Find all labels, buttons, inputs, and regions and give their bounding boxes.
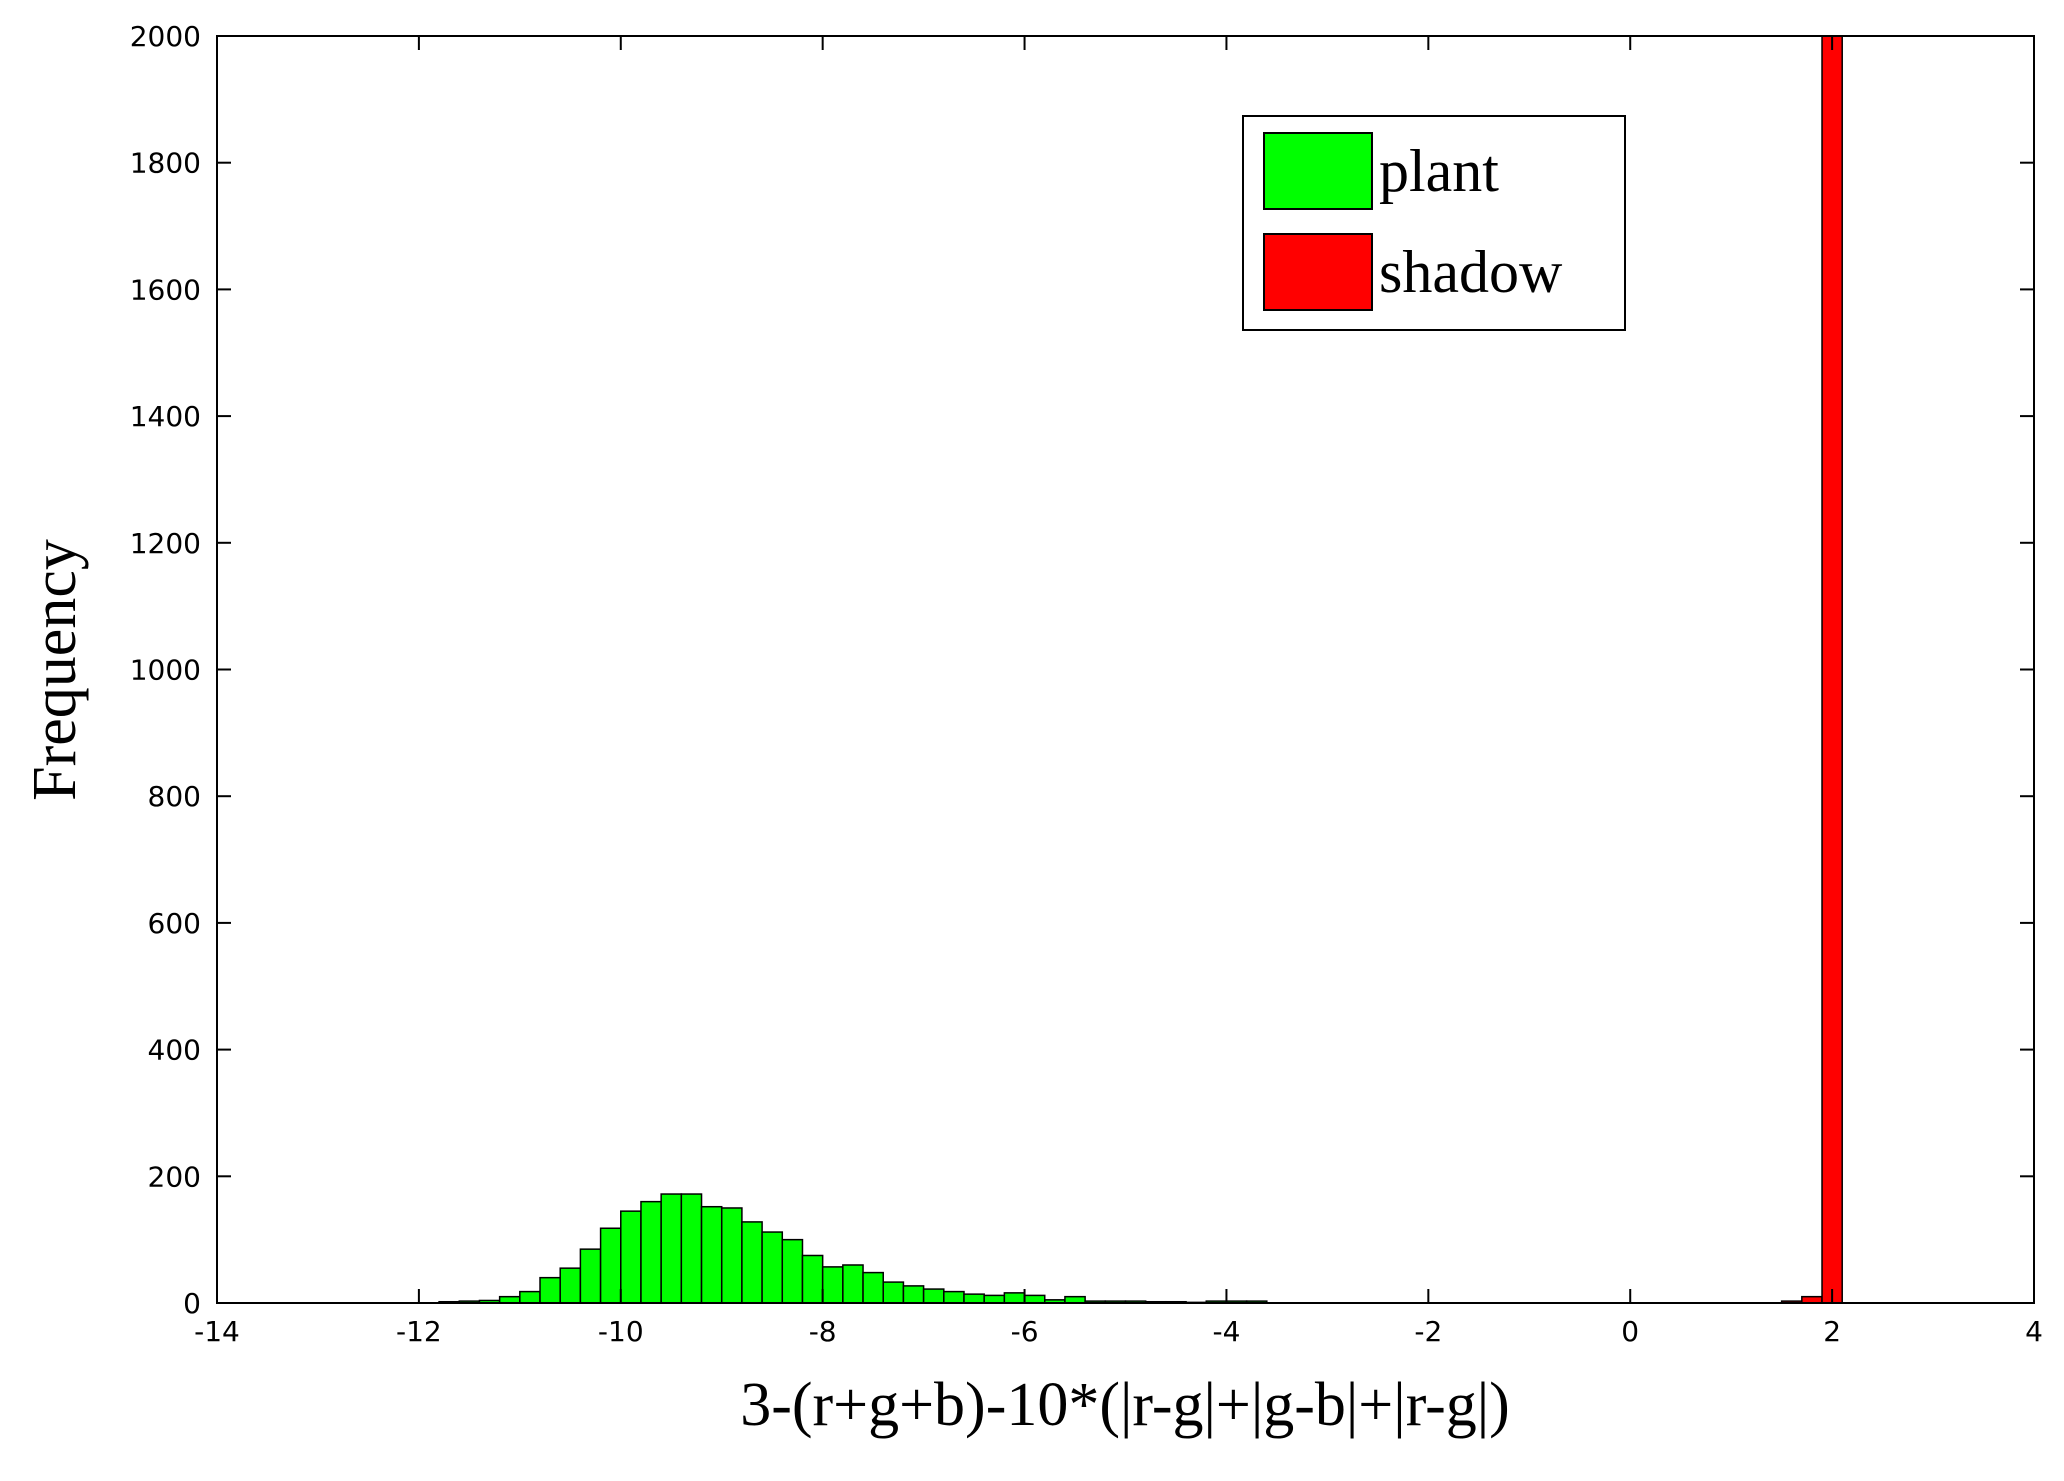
x-tick-label: 0 [1621,1315,1639,1348]
bar [620,1210,642,1303]
bar [922,1288,945,1303]
y-tick-label: 600 [148,907,201,940]
bar [943,1290,965,1303]
bar [700,1205,723,1303]
y-tick-label: 1200 [130,527,201,560]
legend-label: shadow [1379,239,1563,305]
bar [1023,1294,1046,1303]
bar [781,1238,804,1303]
bar [801,1254,824,1303]
bar [983,1294,1006,1303]
legend-swatch [1263,132,1373,210]
x-tick-label: -14 [194,1315,240,1348]
plot-area [438,36,1843,1303]
bar [963,1293,985,1303]
x-tick-label: -10 [598,1315,644,1348]
x-tick-label: 4 [2025,1315,2043,1348]
bar [761,1231,784,1303]
x-tick-label: -2 [1414,1315,1442,1348]
bar [579,1248,602,1303]
y-tick-label: 0 [183,1287,201,1320]
legend: plant shadow [1242,115,1626,331]
bar [882,1281,905,1303]
x-tick-label: 2 [1823,1315,1841,1348]
legend-swatch [1263,233,1373,311]
bar [1064,1295,1086,1303]
bar [519,1290,541,1303]
bar [821,1266,844,1303]
bar [842,1264,864,1303]
y-tick-label: 400 [148,1034,201,1067]
y-tick-label: 800 [148,780,201,813]
y-tick-label: 200 [148,1160,201,1193]
x-tick-label: -8 [809,1315,837,1348]
bar [559,1267,582,1303]
bar [741,1221,763,1303]
bar [862,1271,884,1303]
y-tick-label: 2000 [130,20,201,53]
y-tick-label: 1000 [130,654,201,687]
x-tick-label: -6 [1011,1315,1039,1348]
y-tick-label: 1600 [130,273,201,306]
y-axis-label: Frequency [21,539,89,801]
bar [902,1285,925,1303]
legend-label: plant [1379,138,1499,204]
bar [720,1207,743,1303]
bar [680,1193,703,1303]
y-tick-label: 1400 [130,400,201,433]
x-axis-label: 3-(r+g+b)-10*(|r-g|+|g-b|+|r-g|) [740,1371,1510,1439]
bar [640,1200,662,1303]
bar [539,1276,561,1303]
x-tick-label: -12 [396,1315,442,1348]
x-tick-label: -4 [1212,1315,1240,1348]
bar [1821,36,1843,1303]
bar [660,1193,683,1303]
bar [599,1227,622,1303]
bar [1003,1292,1026,1303]
y-tick-label: 1800 [130,147,201,180]
